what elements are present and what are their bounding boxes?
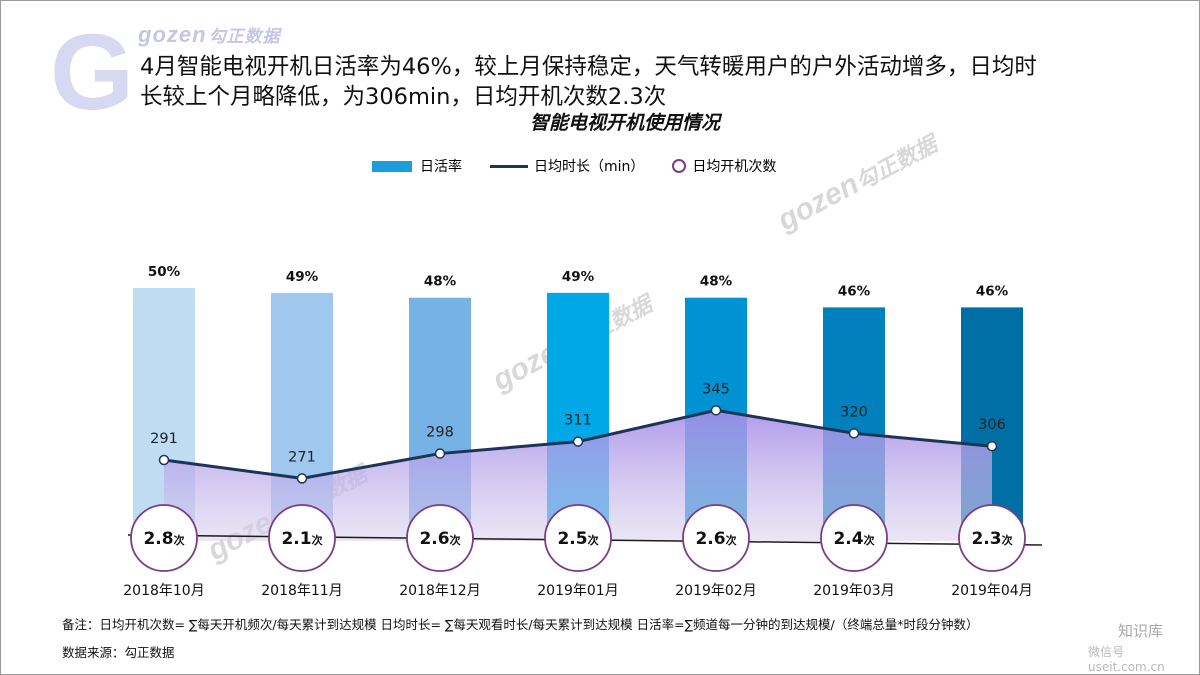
headline-line-1: 4月智能电视开机日活率为46%，较上月保持稳定，天气转暖用户的户外活动增多，日均… <box>140 54 1037 80</box>
x-tick-label: 2019年02月 <box>675 583 756 599</box>
duration-point <box>572 436 584 447</box>
footnote: 备注：日均开机次数= ∑每天开机频次/每天累计到达规模 日均时长= ∑每天观看时… <box>62 617 979 632</box>
x-tick-label: 2019年03月 <box>813 583 894 599</box>
duration-value-label: 345 <box>702 381 730 397</box>
corner-wechat-label: 知识库 <box>1118 622 1164 640</box>
legend-label-active-rate: 日活率 <box>420 159 462 175</box>
legend-bar-swatch <box>372 160 412 172</box>
legend-label-duration: 日均时长（min） <box>534 159 645 175</box>
brand-logo-text: gozen <box>138 22 207 47</box>
x-tick-label: 2018年10月 <box>123 583 204 599</box>
duration-point <box>434 448 446 459</box>
duration-point <box>848 428 860 439</box>
duration-point <box>710 405 722 416</box>
duration-area <box>164 410 992 541</box>
legend-item-sessions: 日均开机次数 <box>672 156 776 176</box>
x-tick-label: 2018年12月 <box>399 583 480 599</box>
sessions-circle <box>544 504 612 572</box>
sessions-circle <box>820 504 888 572</box>
duration-value-label: 320 <box>840 404 868 420</box>
sessions-circle <box>268 504 336 572</box>
x-tick-label: 2019年04月 <box>951 583 1032 599</box>
duration-point <box>296 473 308 484</box>
headline: 4月智能电视开机日活率为46%，较上月保持稳定，天气转暖用户的户外活动增多，日均… <box>140 52 1150 112</box>
brand-logo: gozen 勾正数据 <box>138 22 281 48</box>
legend-label-sessions: 日均开机次数 <box>692 159 777 175</box>
corner-wechat-id: 微信号 useit.com.cn <box>1088 645 1165 674</box>
brand-logo-cn: 勾正数据 <box>208 27 281 46</box>
duration-value-label: 306 <box>978 417 1006 433</box>
duration-value-label: 298 <box>426 425 454 441</box>
sessions-circle <box>130 504 198 572</box>
duration-point <box>986 440 998 452</box>
headline-line-2: 长较上个月略降低，为306min，日均开机次数2.3次 <box>140 84 667 110</box>
duration-point <box>158 454 170 466</box>
bar-value-label: 49% <box>286 269 319 285</box>
sessions-value-label: 2.4次 <box>833 529 874 549</box>
chart-title: 智能电视开机使用情况 <box>529 112 720 134</box>
legend-item-duration: 日均时长（min） <box>490 156 644 176</box>
data-source: 数据来源：勾正数据 <box>62 645 175 660</box>
brand-big-letter: G <box>50 11 135 132</box>
sessions-value-label: 2.6次 <box>695 529 736 549</box>
legend-circle-swatch <box>672 159 687 173</box>
bar-value-label: 46% <box>838 283 871 299</box>
bar-value-label: 49% <box>562 269 595 285</box>
x-tick-label: 2019年01月 <box>537 583 618 599</box>
sessions-value-label: 2.6次 <box>419 529 460 549</box>
duration-value-label: 311 <box>564 413 592 429</box>
bar-value-label: 46% <box>976 283 1009 299</box>
duration-value-label: 291 <box>150 431 178 447</box>
chart-legend: 日活率 日均时长（min） 日均开机次数 <box>372 156 804 176</box>
sessions-value-label: 2.8次 <box>143 529 184 549</box>
bar-value-label: 50% <box>148 264 181 280</box>
sessions-value-label: 2.5次 <box>557 529 598 549</box>
bar-value-label: 48% <box>424 274 457 290</box>
sessions-circle <box>406 504 474 572</box>
duration-value-label: 271 <box>288 449 316 465</box>
x-tick-label: 2018年11月 <box>261 583 342 599</box>
sessions-value-label: 2.3次 <box>971 529 1012 549</box>
sessions-circle <box>682 504 750 572</box>
bar-value-label: 48% <box>700 274 733 290</box>
sessions-circle <box>958 504 1026 572</box>
sessions-value-label: 2.1次 <box>281 529 322 549</box>
legend-line-swatch <box>490 164 528 168</box>
legend-item-active-rate: 日活率 <box>372 156 462 176</box>
